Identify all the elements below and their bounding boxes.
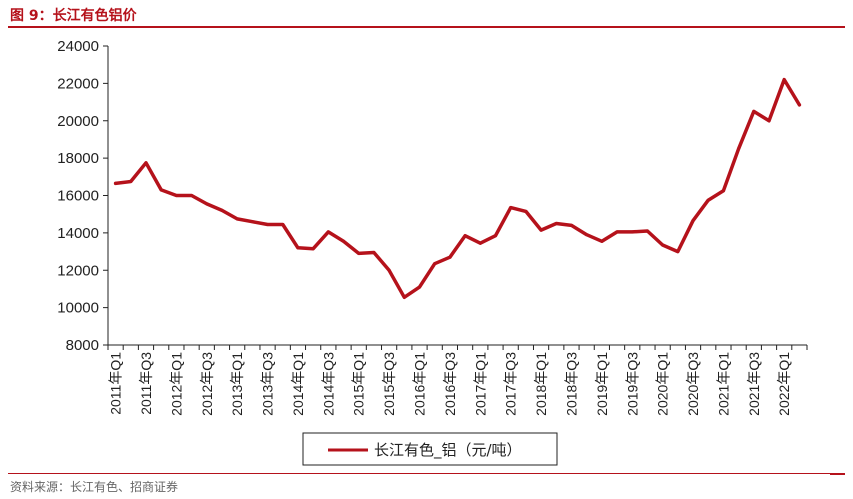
- y-tick-label: 18000: [57, 150, 99, 167]
- x-axis-ticks: 2011年Q1 2011年Q3 2012年Q1 2012年Q3 2013年Q1 2013年…: [107, 345, 808, 416]
- data-point: [797, 103, 801, 107]
- data-point: [144, 161, 148, 165]
- source-note: 资料来源：长江有色、招商证券: [10, 480, 179, 494]
- data-point: [114, 181, 118, 185]
- data-point: [706, 198, 710, 202]
- y-tick-label: 10000: [57, 300, 99, 317]
- data-point: [220, 208, 224, 212]
- data-point: [159, 188, 163, 192]
- y-tick-label: 20000: [57, 113, 99, 130]
- x-tick-label: 2016年Q3: [442, 352, 458, 416]
- data-point: [448, 255, 452, 259]
- x-tick-label: 2021年Q1: [715, 352, 731, 416]
- series-line-aluminum: [113, 77, 802, 300]
- x-tick-label: 2015年Q3: [381, 352, 397, 416]
- legend: 长江有色_铝（元/吨）: [302, 432, 558, 466]
- x-tick-label: 2017年Q3: [503, 352, 519, 416]
- data-point: [266, 223, 270, 226]
- footer-rule-accent: [830, 473, 845, 475]
- y-tick-label: 14000: [57, 225, 99, 242]
- data-point: [296, 246, 300, 250]
- y-axis-ticks: 8000 10000 12000 14000 16000 18000 20000 22000 2…: [57, 38, 108, 354]
- x-tick-label: 2022年Q1: [776, 352, 792, 416]
- data-point: [357, 251, 361, 255]
- data-point: [205, 202, 209, 206]
- data-point: [691, 219, 695, 223]
- data-point: [235, 217, 239, 221]
- x-tick-label: 2015年Q1: [351, 352, 367, 416]
- data-point: [539, 228, 543, 232]
- data-point: [782, 78, 786, 82]
- data-point: [402, 295, 406, 299]
- data-point: [554, 222, 558, 225]
- data-point: [478, 241, 482, 245]
- data-point: [418, 285, 421, 289]
- y-tick-label: 16000: [57, 188, 99, 205]
- y-tick-label: 22000: [57, 75, 99, 92]
- data-point: [174, 194, 178, 197]
- x-tick-label: 2018年Q3: [563, 352, 579, 416]
- data-point: [767, 119, 771, 123]
- x-tick-label: 2020年Q1: [655, 352, 671, 416]
- data-point: [721, 189, 725, 193]
- y-tick-label: 12000: [57, 262, 99, 279]
- data-point: [433, 262, 437, 266]
- x-tick-label: 2013年Q3: [260, 352, 276, 416]
- data-point: [615, 230, 619, 234]
- data-point: [676, 250, 680, 254]
- series-layer: [113, 77, 802, 300]
- x-tick-label: 2017年Q1: [472, 352, 488, 416]
- x-tick-label: 2014年Q3: [320, 352, 336, 416]
- data-point: [752, 109, 756, 113]
- x-tick-label: 2021年Q3: [746, 352, 762, 416]
- chart-axes: [107, 46, 807, 346]
- data-point: [129, 180, 133, 183]
- data-point: [250, 220, 254, 224]
- x-tick-label: 2011年Q3: [138, 352, 154, 415]
- title-rule: [8, 26, 845, 28]
- x-tick-label: 2011年Q1: [108, 352, 124, 415]
- data-point: [600, 239, 604, 243]
- data-point: [387, 268, 391, 272]
- x-tick-label: 2012年Q1: [168, 352, 184, 416]
- data-point: [585, 233, 589, 237]
- x-tick-label: 2014年Q1: [290, 352, 306, 416]
- data-point: [372, 251, 376, 254]
- x-tick-label: 2012年Q3: [199, 352, 215, 416]
- y-tick-label: 8000: [66, 337, 99, 354]
- data-point: [326, 230, 330, 234]
- data-point: [630, 230, 634, 234]
- data-point: [342, 239, 345, 243]
- data-point: [570, 223, 573, 227]
- data-point: [509, 206, 513, 210]
- x-tick-label: 2016年Q1: [412, 352, 428, 416]
- data-point: [281, 223, 285, 226]
- data-point: [661, 243, 665, 247]
- data-point: [737, 147, 741, 151]
- legend-label: 长江有色_铝（元/吨）: [374, 441, 522, 460]
- data-point: [463, 234, 467, 238]
- x-tick-label: 2019年Q1: [594, 352, 610, 416]
- data-point: [190, 194, 194, 197]
- x-tick-label: 2018年Q1: [533, 352, 549, 416]
- footer-rule: [8, 473, 845, 474]
- y-tick-label: 24000: [57, 38, 99, 55]
- x-tick-label: 2019年Q3: [624, 352, 640, 416]
- x-tick-label: 2020年Q3: [685, 352, 701, 416]
- figure-title: 图 9：长江有色铝价: [10, 8, 137, 24]
- data-point: [311, 247, 315, 251]
- x-tick-label: 2013年Q1: [229, 352, 245, 416]
- data-point: [494, 234, 497, 238]
- data-point: [645, 229, 649, 233]
- data-point: [524, 209, 528, 213]
